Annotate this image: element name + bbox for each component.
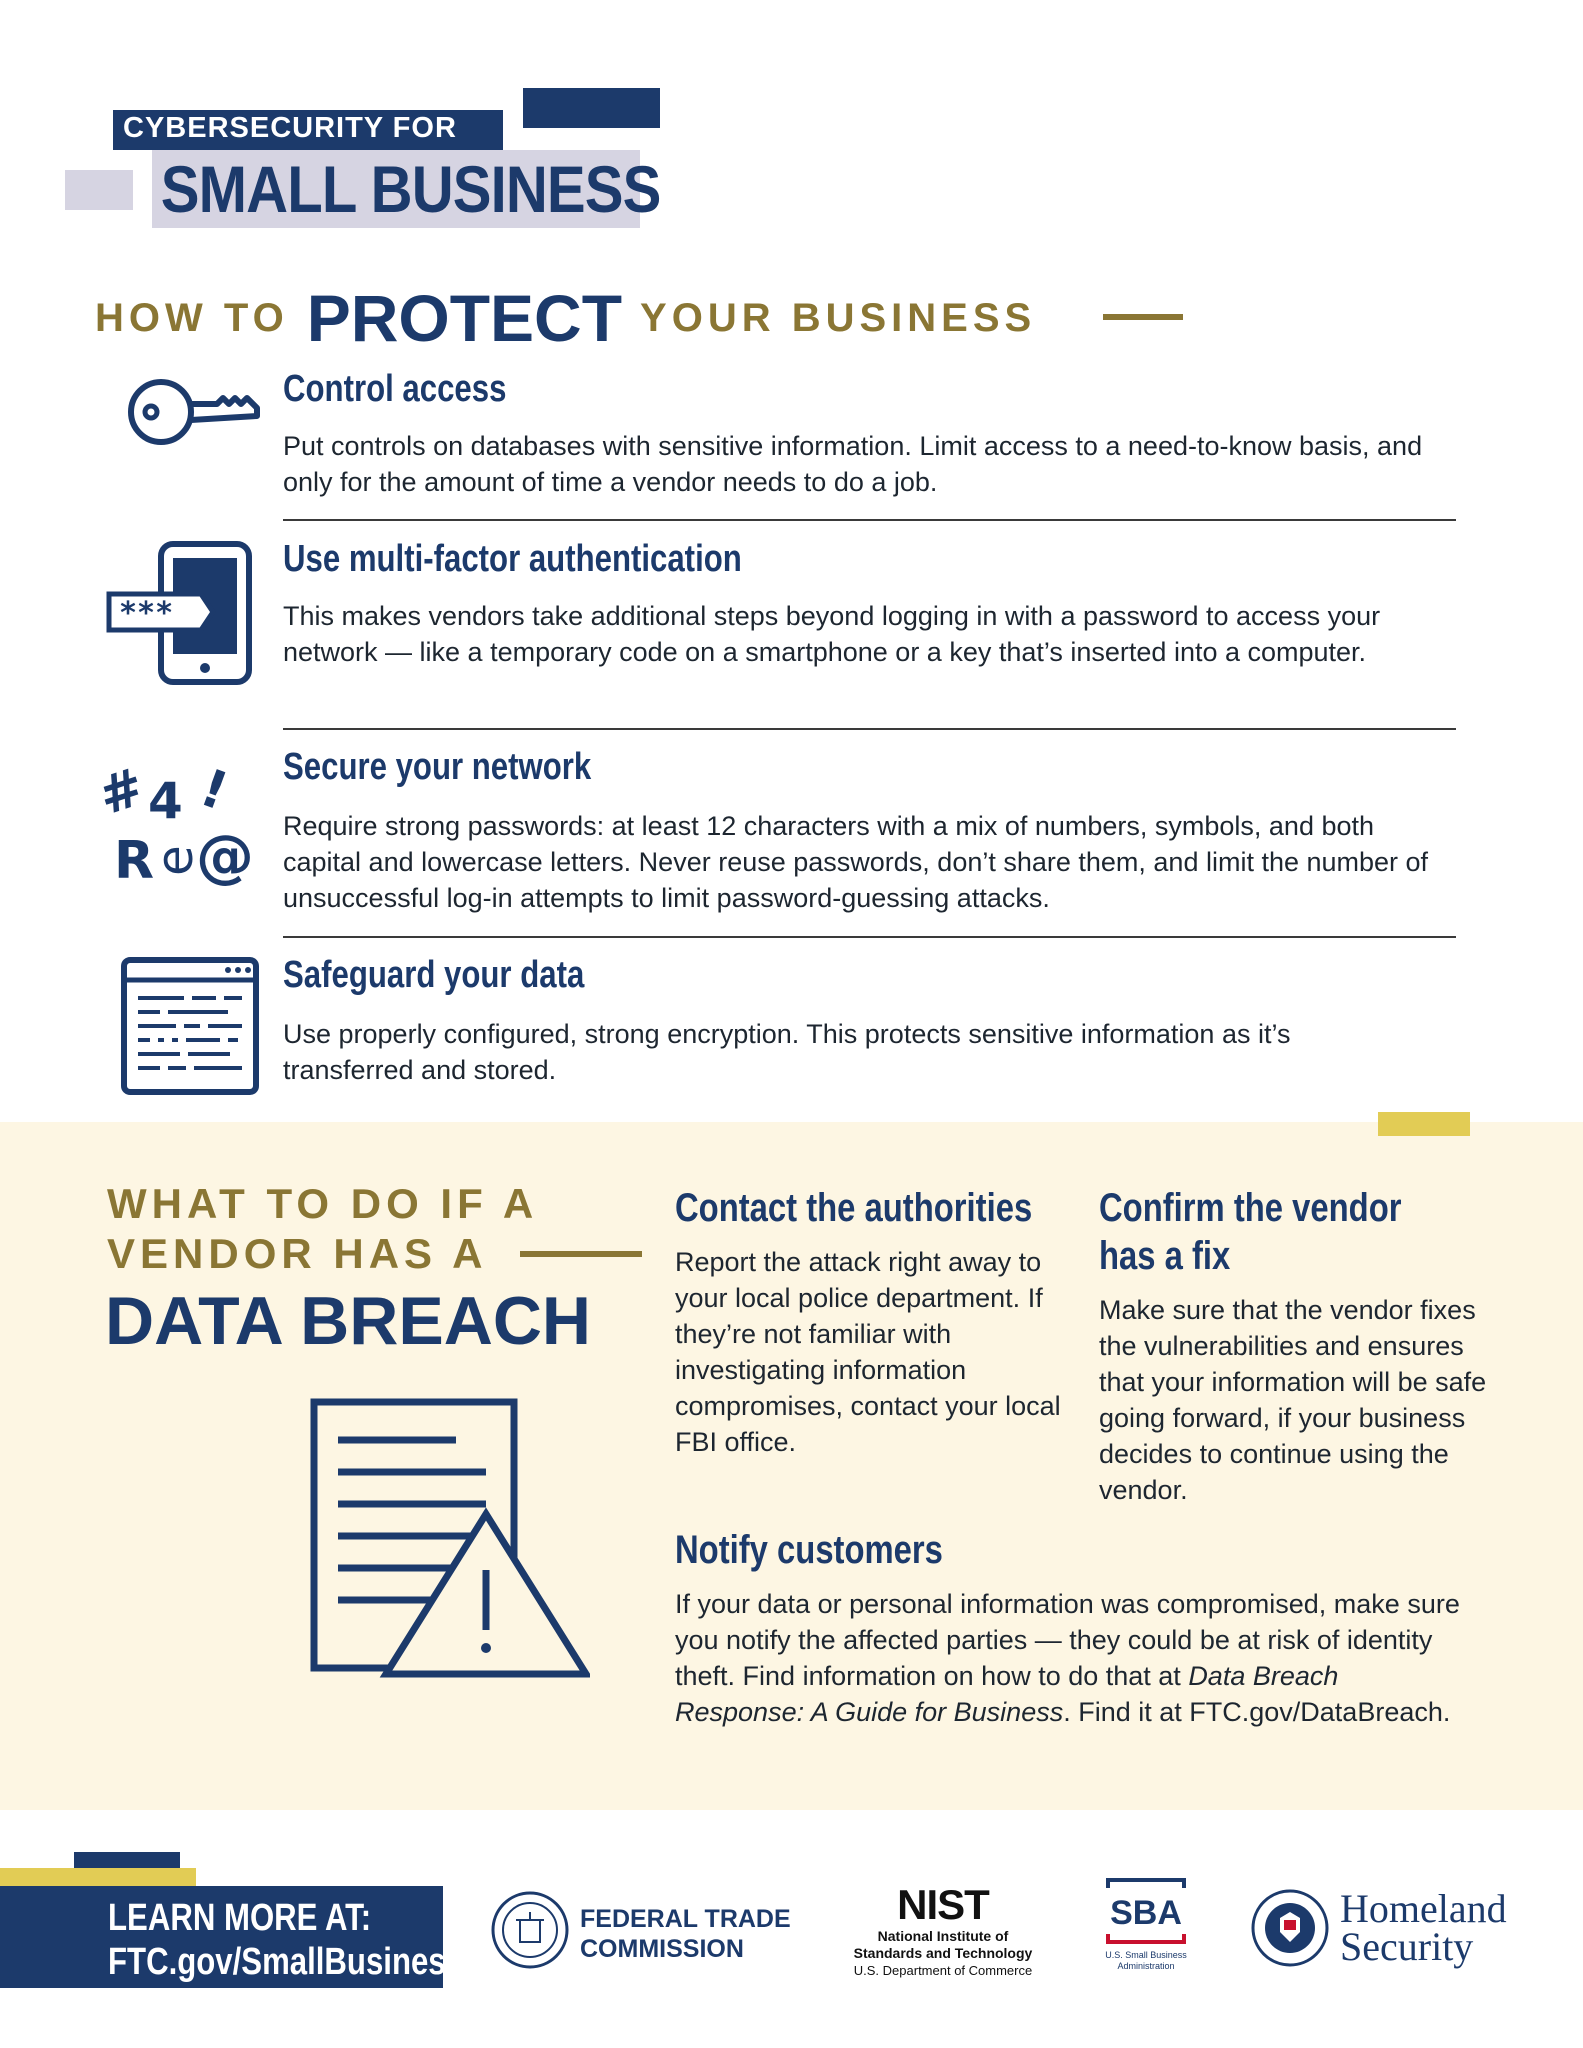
confirm-fix-body: Make sure that the vendor fixes the vuln… (1099, 1295, 1487, 1505)
dhs-seal-icon (1250, 1888, 1330, 1968)
item-body-safeguard-data: Use properly configured, strong encrypti… (283, 1019, 1291, 1085)
breach-accent-bar (1378, 1112, 1470, 1136)
confirm-fix-title-line1: Confirm the vendor (1099, 1186, 1402, 1230)
protect-heading-rule (1103, 314, 1183, 320)
dhs-name: Homeland Security (1340, 1886, 1507, 1969)
header-line1: CYBERSECURITY FOR (123, 112, 457, 144)
ftc-seal-icon (490, 1890, 570, 1970)
key-icon (125, 372, 265, 452)
breach-heading-rule (520, 1251, 642, 1257)
icon-password-text: *** (119, 596, 173, 631)
password-characters-icon: # 4 ! R e @ (91, 757, 270, 891)
breach-heading-line3: DATA BREACH (105, 1283, 592, 1359)
item-title-safeguard-data: Safeguard your data (283, 954, 585, 996)
svg-text:#: # (100, 760, 151, 827)
sba-logo: SBA U.S. Small Business Administration (1100, 1876, 1192, 1972)
footer-accent-yellow (0, 1868, 196, 1886)
breach-heading-line2: VENDOR HAS A (107, 1230, 488, 1277)
header-label-box: CYBERSECURITY FOR (113, 110, 503, 150)
svg-text:@: @ (196, 822, 254, 890)
guide-title: Data Breach Response: A Guide for Busine… (675, 1661, 1339, 1727)
divider (283, 519, 1456, 521)
header-line2: SMALL BUSINESS (160, 152, 662, 226)
divider (283, 936, 1456, 938)
protect-heading-post: YOUR BUSINESS (640, 295, 1037, 340)
protect-heading-pre: HOW TO (95, 295, 289, 340)
smartphone-password-icon: *** (105, 540, 255, 686)
notify-customers-title: Notify customers (675, 1528, 943, 1572)
learn-more-link[interactable]: FTC.gov/SmallBusiness (108, 1941, 463, 1983)
header-title-box: SMALL BUSINESS (152, 150, 662, 228)
item-title-mfa: Use multi-factor authentication (283, 538, 742, 580)
breach-heading-line1: WHAT TO DO IF A (107, 1180, 539, 1227)
header-lavender-block (65, 170, 133, 210)
ftc-name: FEDERAL TRADE COMMISSION (580, 1905, 791, 1963)
item-body-mfa: This makes vendors take additional steps… (283, 601, 1381, 667)
svg-text:4: 4 (148, 772, 183, 830)
sba-wordmark: SBA (1110, 1894, 1182, 1932)
divider (283, 728, 1456, 730)
document-warning-icon (310, 1398, 593, 1682)
item-body-control-access: Put controls on databases with sensitive… (283, 431, 1423, 497)
footer-accent-navy (74, 1852, 180, 1872)
header-accent-bar (523, 88, 660, 128)
item-body-secure-network: Require strong passwords: at least 12 ch… (283, 811, 1429, 913)
confirm-fix-title-line2: has a fix (1099, 1234, 1231, 1278)
item-title-control-access: Control access (283, 368, 507, 410)
svg-text:R: R (114, 831, 154, 890)
contact-authorities-body: Report the attack right away to your loc… (675, 1247, 1061, 1457)
protect-heading-emph: PROTECT (306, 281, 623, 355)
svg-text:!: ! (193, 760, 236, 823)
encrypted-data-window-icon (120, 956, 260, 1096)
protect-heading: HOW TO PROTECT YOUR BUSINESS (95, 281, 1037, 355)
notify-customers-body: If your data or personal information was… (675, 1589, 1460, 1727)
nist-logo: NIST National Institute of Standards and… (838, 1882, 1048, 1979)
item-title-secure-network: Secure your network (283, 746, 592, 788)
breach-section-background (0, 1122, 1583, 1810)
svg-text:e: e (146, 845, 204, 876)
nist-wordmark: NIST (897, 1881, 990, 1928)
learn-more-box[interactable]: LEARN MORE AT: FTC.gov/SmallBusiness (0, 1886, 463, 1988)
learn-more-label: LEARN MORE AT: (108, 1897, 372, 1939)
contact-authorities-title: Contact the authorities (675, 1186, 1033, 1230)
